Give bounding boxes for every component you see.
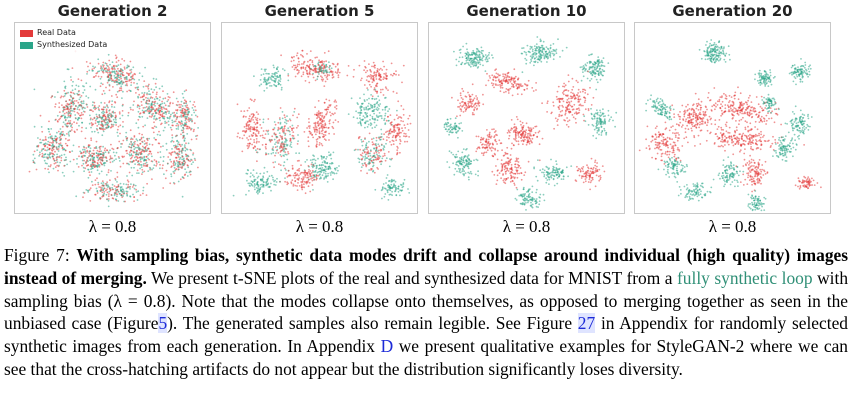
caption-text: in Appendix for randomly selected synthe… xyxy=(4,313,848,357)
tsne-plot-generation-5 xyxy=(221,22,418,214)
tsne-plot-generation-20 xyxy=(634,22,831,214)
point-cluster xyxy=(443,117,464,139)
real-data-swatch xyxy=(20,29,33,37)
point-cluster xyxy=(303,151,340,191)
point-cluster xyxy=(685,123,805,161)
synth-data-swatch xyxy=(20,41,33,49)
panel-title: Generation 5 xyxy=(264,2,375,20)
tsne-plot-generation-10 xyxy=(428,22,625,214)
point-cluster xyxy=(784,105,813,140)
caption-text: with sampling bias (λ = 0.8). Note that … xyxy=(4,267,849,334)
point-cluster xyxy=(712,156,745,188)
point-cluster xyxy=(154,133,199,198)
point-cluster xyxy=(657,156,688,183)
point-cluster xyxy=(446,148,479,181)
point-cluster xyxy=(677,182,713,202)
point-cluster xyxy=(645,94,675,121)
point-cluster xyxy=(583,107,618,140)
point-cluster xyxy=(85,88,130,137)
point-cluster xyxy=(353,132,395,175)
point-cluster xyxy=(754,69,776,87)
legend-synth-label: Synthesized Data xyxy=(37,40,108,49)
panel-title: Generation 20 xyxy=(672,2,793,20)
point-cluster xyxy=(794,175,822,190)
caption-text: We present t-SNE plots of the real and s… xyxy=(151,267,673,288)
point-cluster xyxy=(347,88,398,135)
scatter-plot xyxy=(443,36,618,211)
scatter-plot xyxy=(638,39,822,212)
point-cluster xyxy=(788,58,812,86)
figure-ref-link[interactable]: 5 xyxy=(158,313,168,334)
lambda-label: λ = 0.8 xyxy=(88,217,137,236)
point-cluster xyxy=(28,122,80,177)
point-cluster xyxy=(491,141,541,189)
scatter-plot xyxy=(28,50,200,208)
point-cluster xyxy=(280,49,350,87)
point-cluster xyxy=(255,107,321,172)
legend: Real Data Synthesized Data xyxy=(18,26,111,52)
point-cluster xyxy=(273,159,320,195)
point-cluster xyxy=(67,50,155,99)
point-cluster xyxy=(747,190,767,212)
point-cluster xyxy=(111,124,165,189)
panel-title: Generation 10 xyxy=(466,2,587,20)
point-cluster xyxy=(506,116,544,150)
point-cluster xyxy=(253,64,290,92)
point-cluster xyxy=(69,137,125,185)
point-cluster xyxy=(772,135,799,162)
point-cluster xyxy=(485,68,537,97)
tsne-plot-generation-2: Real Data Synthesized Data xyxy=(14,22,211,214)
caption-bold-summary: With sampling bias, synthetic data modes… xyxy=(4,245,848,288)
panel-title: Generation 2 xyxy=(57,2,168,20)
point-cluster xyxy=(168,89,200,156)
lambda-label: λ = 0.8 xyxy=(295,217,344,236)
point-cluster xyxy=(303,98,340,148)
point-cluster xyxy=(533,158,573,187)
point-cluster xyxy=(735,154,769,193)
point-cluster xyxy=(383,100,412,160)
point-cluster xyxy=(232,166,287,197)
point-cluster xyxy=(574,157,606,191)
point-cluster xyxy=(695,86,782,126)
point-cluster xyxy=(310,61,333,81)
point-cluster xyxy=(638,121,696,165)
figure-ref-link[interactable]: 27 xyxy=(577,313,596,334)
point-cluster xyxy=(520,36,568,74)
point-cluster xyxy=(475,128,503,158)
citation-link[interactable]: fully synthetic loop xyxy=(677,267,813,288)
point-cluster xyxy=(514,185,546,211)
figure-caption: Figure 7: With sampling bias, synthetic … xyxy=(4,244,848,381)
point-cluster xyxy=(33,67,103,151)
point-cluster xyxy=(236,98,270,163)
point-cluster xyxy=(453,42,494,72)
scatter-plot xyxy=(232,49,412,201)
lambda-label: λ = 0.8 xyxy=(502,217,551,236)
caption-text: we present qualitative examples for Styl… xyxy=(4,336,848,379)
legend-real-label: Real Data xyxy=(37,28,76,37)
point-cluster xyxy=(579,53,610,91)
lambda-label: λ = 0.8 xyxy=(708,217,757,236)
point-cluster xyxy=(669,92,717,140)
point-cluster xyxy=(451,83,485,118)
appendix-ref-link[interactable]: D xyxy=(380,336,394,357)
point-cluster xyxy=(541,70,595,130)
point-cluster xyxy=(761,93,780,114)
point-cluster xyxy=(374,174,411,201)
caption-label: Figure 7: xyxy=(4,245,70,265)
point-cluster xyxy=(75,171,149,208)
point-cluster xyxy=(116,78,183,134)
caption-text: ). The generated samples also remain leg… xyxy=(167,313,573,334)
point-cluster xyxy=(352,60,405,98)
point-cluster xyxy=(698,39,731,64)
